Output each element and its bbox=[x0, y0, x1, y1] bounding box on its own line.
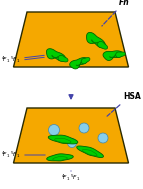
Polygon shape bbox=[77, 146, 103, 157]
Polygon shape bbox=[98, 41, 108, 49]
Polygon shape bbox=[87, 33, 106, 48]
Polygon shape bbox=[13, 108, 129, 163]
Polygon shape bbox=[46, 49, 66, 61]
Polygon shape bbox=[53, 156, 67, 160]
Polygon shape bbox=[47, 154, 73, 161]
Polygon shape bbox=[116, 52, 125, 57]
Polygon shape bbox=[13, 12, 129, 67]
Polygon shape bbox=[48, 135, 78, 144]
Text: $^4\!F_1\ ^5\!F_1$: $^4\!F_1\ ^5\!F_1$ bbox=[61, 173, 81, 183]
Polygon shape bbox=[103, 51, 123, 60]
Polygon shape bbox=[82, 149, 97, 156]
Polygon shape bbox=[81, 57, 90, 64]
Circle shape bbox=[79, 123, 89, 133]
Text: Fn: Fn bbox=[119, 0, 130, 7]
Text: $^4\!F_1\ ^5\!F_1$: $^4\!F_1\ ^5\!F_1$ bbox=[1, 55, 20, 65]
Polygon shape bbox=[58, 55, 68, 62]
Polygon shape bbox=[55, 138, 71, 143]
Circle shape bbox=[48, 125, 59, 136]
Text: HSA: HSA bbox=[123, 92, 141, 101]
Circle shape bbox=[98, 133, 108, 143]
Text: $^4\!F_1\ ^5\!F_1$: $^4\!F_1\ ^5\!F_1$ bbox=[1, 150, 20, 160]
Polygon shape bbox=[70, 58, 88, 69]
Circle shape bbox=[67, 139, 77, 147]
